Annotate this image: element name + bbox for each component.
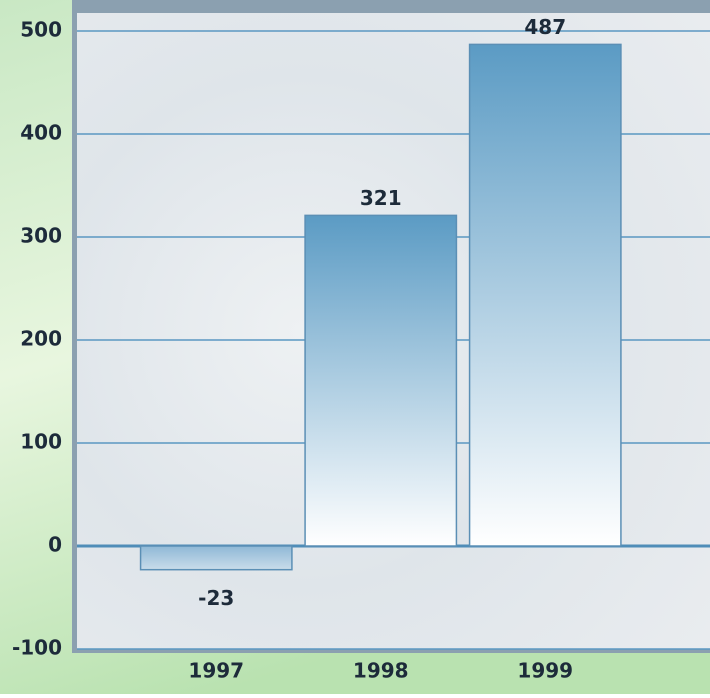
data-label: 487 <box>524 15 566 39</box>
data-label: 321 <box>360 186 402 210</box>
y-tick-label: 500 <box>20 18 62 42</box>
y-tick-label: 400 <box>20 121 62 145</box>
bar <box>468 43 622 547</box>
y-tick-label: -100 <box>12 636 62 660</box>
x-tick-label: 1999 <box>517 659 573 683</box>
y-tick-label: 100 <box>20 430 62 454</box>
y-tick-label: 0 <box>48 533 62 557</box>
y-tick-label: 300 <box>20 224 62 248</box>
x-tick-label: 1997 <box>188 659 244 683</box>
x-tick-label: 1998 <box>353 659 409 683</box>
bar <box>139 545 293 571</box>
data-label: -23 <box>198 586 234 610</box>
y-tick-label: 200 <box>20 327 62 351</box>
bar <box>304 214 458 547</box>
